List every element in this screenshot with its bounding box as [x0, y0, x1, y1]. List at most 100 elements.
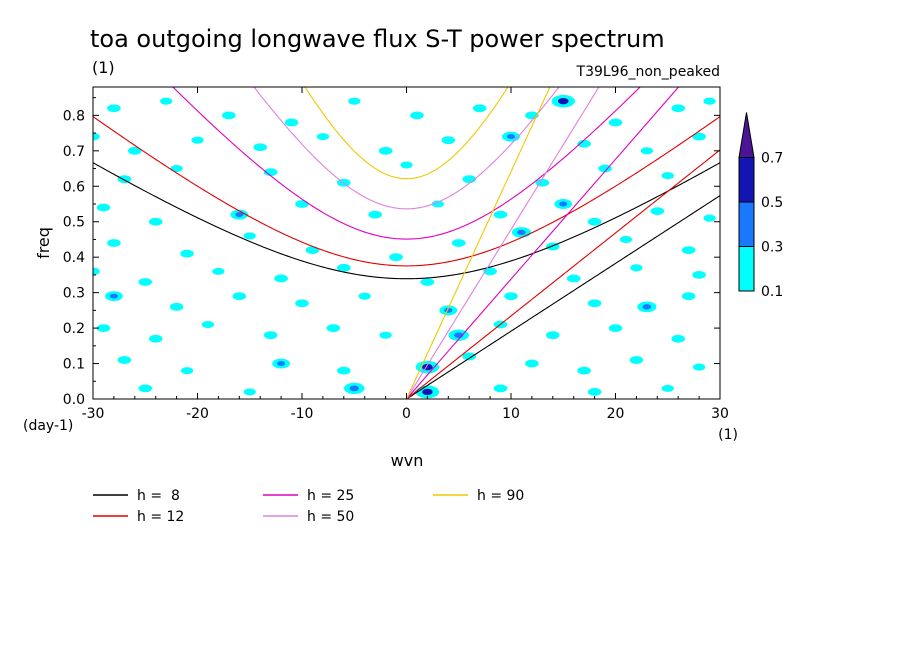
power-blob: [358, 292, 371, 300]
x-tick-label: 20: [607, 406, 625, 422]
dispersion-curve-kelvin: [406, 195, 720, 399]
power-blob: [608, 118, 623, 127]
y-tick-label: 0.3: [63, 286, 85, 302]
power-blob: [337, 366, 351, 375]
power-blob: [138, 278, 153, 286]
chart-title: toa outgoing longwave flux S-T power spe…: [90, 25, 665, 53]
power-blob: [587, 299, 602, 308]
power-blob: [180, 249, 194, 258]
y-tick-label: 0.5: [63, 215, 85, 231]
power-blob: [305, 246, 320, 254]
power-blob: [504, 292, 518, 301]
power-blob: [493, 210, 508, 219]
power-blob: [96, 203, 111, 212]
power-blob: [661, 172, 674, 180]
power-blob-core: [422, 388, 433, 396]
power-blob-core: [506, 134, 516, 140]
power-blob: [671, 104, 685, 113]
power-blob: [703, 214, 716, 222]
x-tick-label: -10: [291, 406, 314, 422]
power-blob: [379, 331, 392, 339]
power-blob: [577, 366, 591, 375]
power-blob: [661, 384, 674, 392]
x-tick-label: 30: [711, 406, 729, 422]
power-blob: [243, 232, 256, 240]
power-blob-core: [517, 229, 526, 236]
power-blob: [640, 147, 653, 155]
y-tick-label: 0.7: [63, 144, 85, 160]
power-blob: [316, 133, 329, 141]
dispersion-curves: [93, 87, 720, 399]
power-blob: [295, 200, 309, 208]
power-blob: [191, 136, 204, 144]
power-blob-core: [109, 293, 118, 299]
x-tick-label: -20: [186, 406, 209, 422]
colorbar: 0.1 0.3 0.5 0.7: [738, 112, 783, 300]
power-blob: [368, 210, 382, 219]
y-tick-label: 0.0: [63, 392, 85, 408]
power-blob: [243, 388, 256, 396]
power-blob: [441, 136, 456, 145]
power-blob: [410, 111, 424, 120]
y-tick-label: 0.4: [63, 250, 85, 266]
power-blob-core: [235, 212, 244, 218]
x-axis-label: wvn: [391, 451, 424, 470]
power-blob-core: [559, 201, 568, 207]
power-blob: [160, 97, 173, 105]
power-blob: [650, 207, 665, 215]
power-blob-core: [277, 361, 286, 367]
legend: h = 8 h = 12 h = 25 h = 50 h = 90: [93, 488, 524, 525]
power-blob: [117, 356, 132, 364]
y-unit-label: (day-1): [23, 418, 73, 434]
power-blob: [577, 139, 591, 148]
power-blob: [431, 200, 444, 208]
power-blob: [546, 331, 560, 340]
dispersion-curve-kelvin: [406, 87, 680, 399]
dispersion-curve-ig: [93, 116, 720, 267]
power-blob: [232, 292, 247, 301]
power-blob: [96, 324, 111, 332]
power-blob: [608, 324, 623, 332]
power-blob: [326, 324, 341, 332]
run-label: T39L96_non_peaked: [576, 64, 720, 80]
colorbar-label: 0.3: [761, 240, 783, 256]
power-blob: [566, 274, 581, 283]
power-blob: [681, 292, 696, 301]
power-blob: [692, 132, 706, 141]
power-blob: [170, 164, 183, 173]
power-blob: [681, 246, 696, 254]
legend-label: h = 12: [137, 509, 184, 525]
power-blob: [284, 118, 299, 127]
y-tick-label: 0.1: [63, 357, 85, 373]
dispersion-curve-ig: [93, 162, 720, 280]
y-tick-label: 0.6: [63, 179, 85, 195]
power-blob: [462, 352, 477, 361]
power-blob: [472, 104, 487, 113]
power-blob: [692, 271, 706, 279]
power-blob-core: [349, 385, 359, 392]
x-unit-label: (1): [718, 427, 738, 443]
power-blob: [128, 146, 142, 155]
dispersion-curve-ig: [172, 87, 641, 240]
y-axis-label: freq: [34, 227, 53, 259]
power-blob: [619, 235, 633, 244]
power-blob: [389, 253, 403, 262]
power-blob: [587, 388, 602, 396]
y-axis: 0.0 0.1 0.2 0.3 0.4 0.5 0.6 0.7 0.8: [63, 97, 720, 408]
dispersion-curve-kelvin: [406, 87, 600, 399]
power-blob: [630, 264, 643, 272]
colorbar-segment: [738, 201, 755, 247]
power-blob: [263, 331, 278, 340]
dispersion-curve-kelvin: [406, 149, 720, 399]
power-blob: [671, 334, 685, 343]
colorbar-arrow: [738, 112, 755, 158]
power-blob: [148, 217, 163, 226]
power-blob: [93, 267, 100, 276]
power-blob: [93, 132, 100, 141]
colorbar-label: 0.5: [761, 195, 783, 211]
y-tick-label: 0.2: [63, 321, 85, 337]
colorbar-segment: [738, 246, 755, 292]
dispersion-curve-ig: [253, 87, 560, 210]
power-blob: [295, 299, 309, 308]
